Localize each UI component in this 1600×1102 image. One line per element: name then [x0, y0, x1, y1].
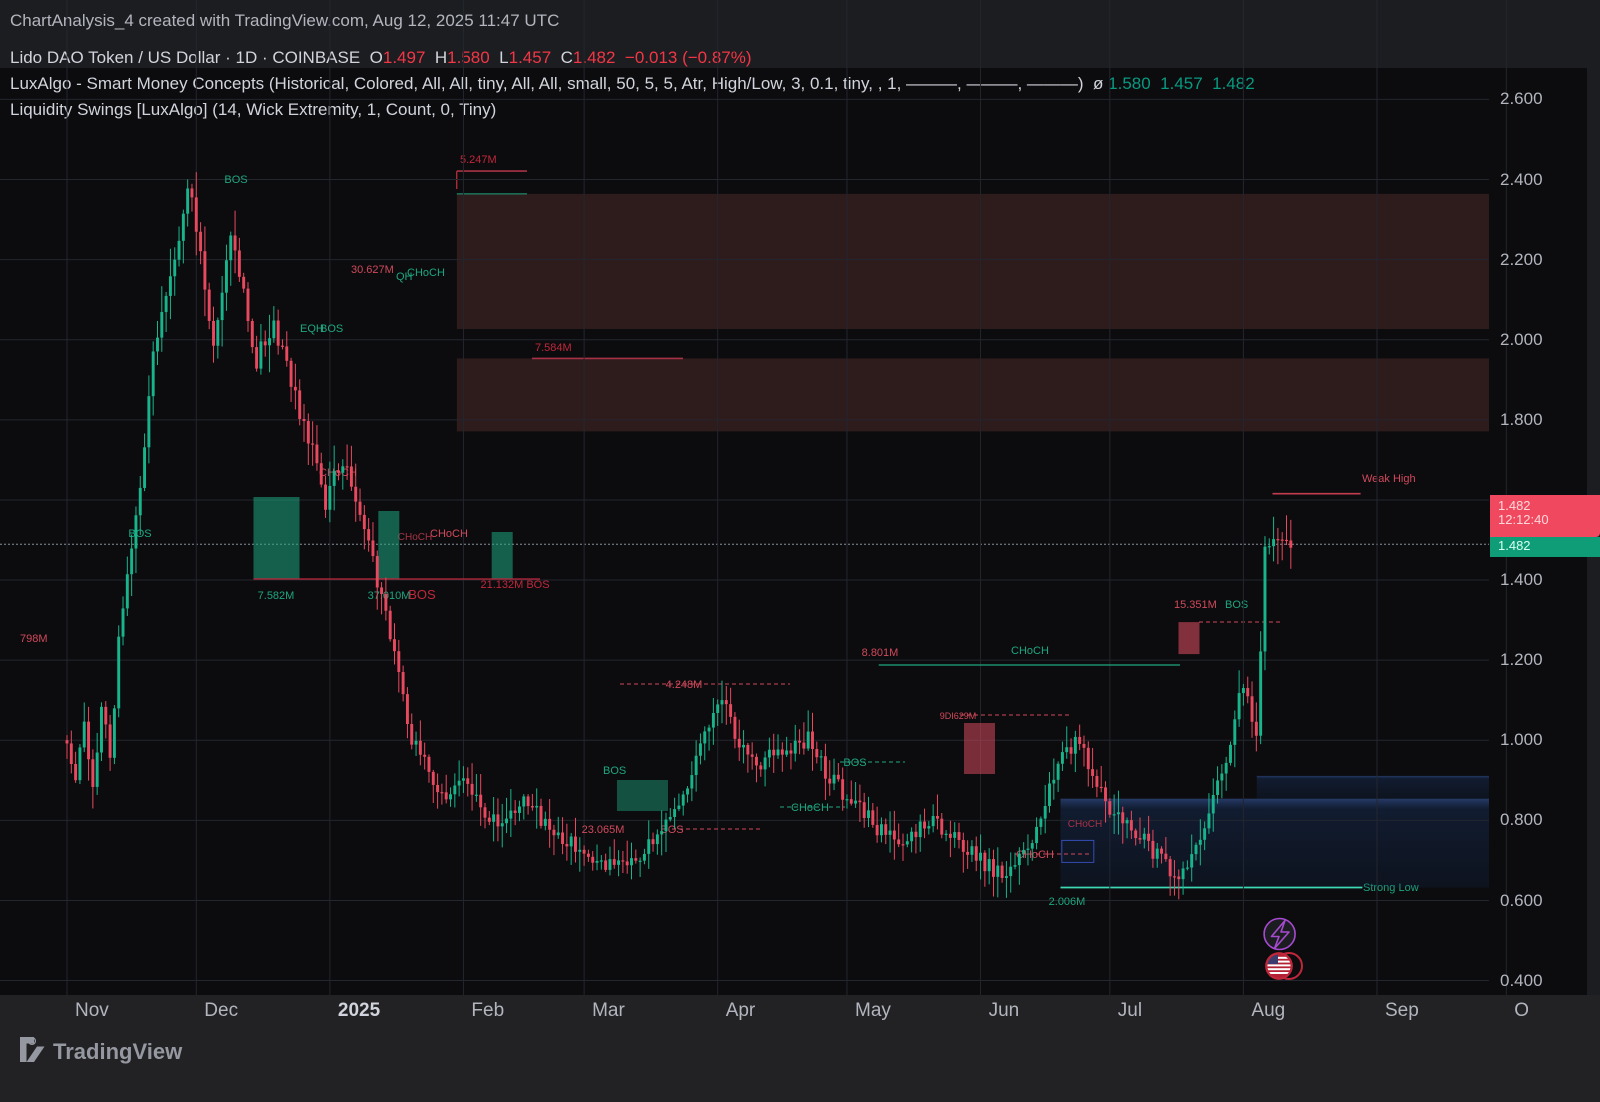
svg-text:CHoCH: CHoCH — [791, 802, 829, 814]
svg-text:30.627M: 30.627M — [351, 264, 394, 276]
svg-text:CHoCH: CHoCH — [430, 528, 468, 540]
svg-text:CHoCH: CHoCH — [1011, 645, 1049, 657]
svg-text:BOS: BOS — [603, 765, 626, 777]
svg-text:CHoCH: CHoCH — [398, 532, 432, 543]
svg-text:7.582M: 7.582M — [258, 590, 295, 602]
svg-text:798M: 798M — [20, 633, 48, 645]
svg-text:9DI629M: 9DI629M — [940, 711, 977, 721]
svg-text:BOS: BOS — [320, 323, 343, 335]
svg-text:CHoCH: CHoCH — [1068, 819, 1102, 830]
svg-text:BOS: BOS — [660, 824, 683, 836]
svg-text:23.065M: 23.065M — [582, 824, 625, 836]
svg-text:BOS: BOS — [1225, 599, 1248, 611]
svg-text:CHoCH: CHoCH — [407, 267, 445, 279]
svg-text:21.132M BOS: 21.132M BOS — [480, 579, 549, 591]
svg-text:37.010M: 37.010M — [368, 590, 411, 602]
svg-text:8.801M: 8.801M — [862, 647, 899, 659]
svg-text:Weak High: Weak High — [1362, 473, 1416, 485]
svg-text:15.351M: 15.351M — [1174, 599, 1217, 611]
svg-text:CHoCH: CHoCH — [1016, 849, 1054, 861]
svg-text:BOS: BOS — [408, 587, 436, 602]
svg-text:BOS: BOS — [843, 757, 866, 769]
svg-text:BOS: BOS — [224, 174, 247, 186]
svg-text:2.006M: 2.006M — [1049, 896, 1086, 908]
svg-text:7.584M: 7.584M — [535, 342, 572, 354]
svg-text:TradingView: TradingView — [53, 1039, 183, 1064]
svg-text:4.248M: 4.248M — [666, 679, 703, 691]
svg-text:5.247M: 5.247M — [460, 154, 497, 166]
